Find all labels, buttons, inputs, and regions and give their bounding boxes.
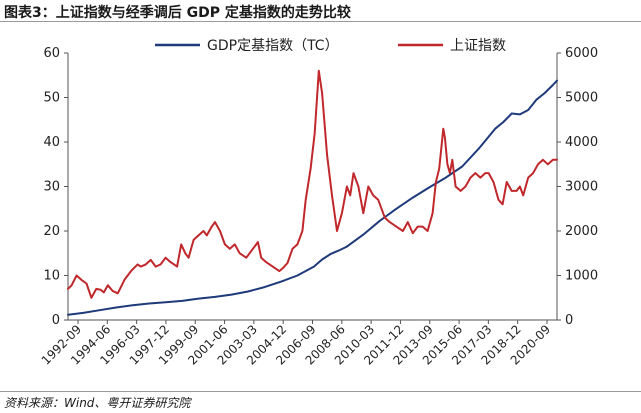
right-axis-tick-label: 0 [565, 313, 573, 328]
legend-label-1: 上证指数 [450, 38, 506, 54]
right-y-axis: 0 1000 2000 3000 4000 5000 6000 [556, 46, 598, 328]
left-axis-tick-label: 30 [43, 180, 60, 195]
left-axis-tick-label: 50 [43, 91, 60, 106]
right-axis-tick-label: 3000 [565, 180, 598, 195]
left-y-axis: 0 10 20 30 40 50 60 [43, 46, 69, 328]
left-axis-tick-label: 40 [43, 135, 60, 150]
left-axis-tick-label: 0 [52, 313, 60, 328]
figure-title: 图表3：上证指数与经季调后 GDP 定基指数的走势比较 [4, 5, 351, 21]
right-axis-tick-label: 1000 [565, 269, 598, 284]
left-axis-tick-label: 10 [43, 269, 60, 284]
right-axis-tick-label: 6000 [565, 46, 598, 61]
right-axis-tick-label: 4000 [565, 135, 598, 150]
right-axis-tick-label: 2000 [565, 224, 598, 239]
left-axis-tick-label: 60 [43, 46, 60, 61]
left-axis-tick-label: 20 [43, 224, 60, 239]
series-line-0 [67, 79, 558, 316]
series-layer [67, 69, 558, 316]
title-divider [0, 21, 641, 22]
legend: GDP定基指数（TC） 上证指数 [155, 37, 506, 54]
x-axis: 1992-091994-061996-031997-121999-092001-… [39, 319, 557, 368]
source-divider [0, 391, 641, 392]
source-note: 资料来源：Wind、粤开证券研究院 [4, 396, 191, 410]
series-line-1 [67, 69, 558, 299]
legend-label-0: GDP定基指数（TC） [207, 37, 339, 54]
right-axis-tick-label: 5000 [565, 91, 598, 106]
